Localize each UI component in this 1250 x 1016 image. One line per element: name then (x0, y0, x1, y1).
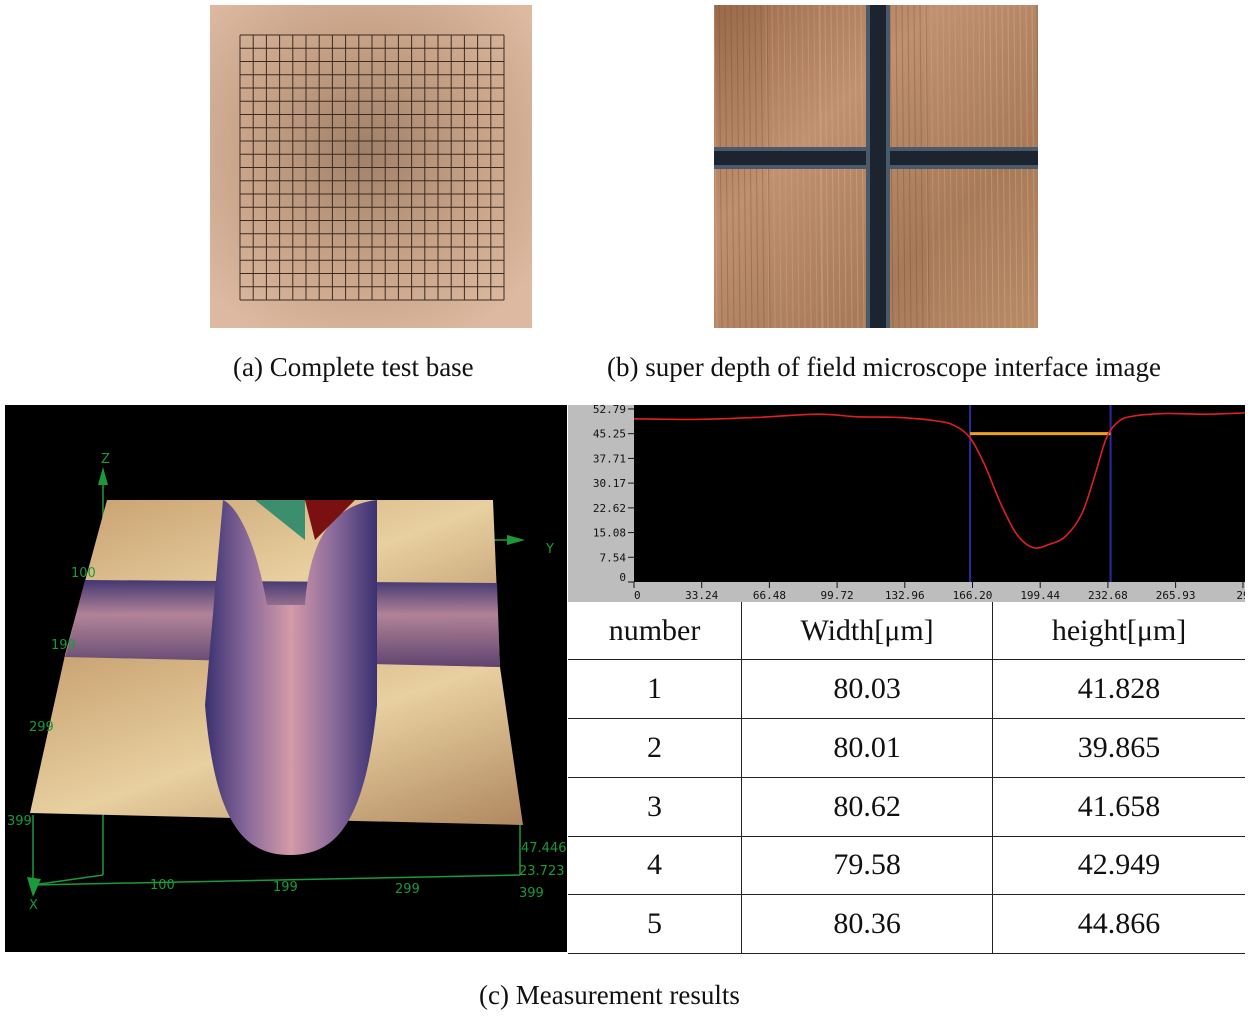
cell-height: 44.866 (992, 894, 1245, 954)
tick-y3d-3: 399 (7, 814, 32, 829)
cell-number: 1 (568, 659, 743, 720)
axis-y-label: Y (545, 542, 554, 557)
x-tick-label: 29 (1236, 589, 1245, 602)
y-tick-label: 22.62 (593, 502, 626, 515)
axis-z-label: Z (101, 452, 110, 467)
cell-number: 2 (568, 718, 743, 778)
y-tick-label: 0 (619, 571, 626, 584)
cell-height: 41.658 (992, 776, 1245, 837)
test-base-photo (210, 5, 532, 328)
cell-width: 79.58 (741, 835, 994, 896)
tick-x3d-0: 100 (150, 878, 175, 893)
caption-b: (b) super depth of field microscope inte… (607, 352, 1162, 382)
cell-width: 80.62 (741, 776, 994, 837)
col-header-number: number (568, 602, 743, 661)
table-row: 3 80.62 41.658 (568, 776, 1245, 837)
x-tick-label: 166.20 (953, 589, 993, 602)
microscope-image (714, 5, 1038, 328)
col-header-width: Width[μm] (741, 602, 994, 661)
table-row: 4 79.58 42.949 (568, 835, 1245, 896)
y-tick-label: 52.79 (593, 405, 626, 416)
y-tick-label: 45.25 (593, 428, 626, 441)
depth-profile-chart: 52.79 45.25 37.71 30.17 22.62 15.08 7.54 0 0 33.… (568, 405, 1245, 602)
x-tick-label: 199.44 (1020, 589, 1060, 602)
caption-c: (c) Measurement results (479, 980, 740, 1010)
tick-y3d-2: 299 (29, 720, 54, 735)
col-header-height: height[μm] (992, 602, 1245, 661)
x-tick-label: 232.68 (1088, 589, 1128, 602)
caption-a: (a) Complete test base (233, 352, 474, 382)
x-tick-label: 66.48 (753, 589, 786, 602)
cell-height: 39.865 (992, 718, 1245, 778)
tick-x3d-2: 299 (395, 882, 420, 897)
cell-height: 42.949 (992, 835, 1245, 896)
table-row: 2 80.01 39.865 (568, 718, 1245, 778)
y-tick-label: 15.08 (593, 527, 626, 540)
cell-width: 80.36 (741, 894, 994, 954)
table-row: 5 80.36 44.866 (568, 894, 1245, 954)
cell-number: 4 (568, 835, 743, 896)
tick-y3d-0: 100 (71, 566, 96, 581)
x-tick-label: 0 (634, 589, 641, 602)
tick-z3d-1: 23.723 (519, 864, 565, 879)
x-tick-label: 132.96 (885, 589, 925, 602)
cell-width: 80.01 (741, 718, 994, 778)
x-tick-label: 265.93 (1156, 589, 1196, 602)
tick-x3d-1: 199 (273, 880, 298, 895)
profile-line (633, 412, 1245, 549)
cell-height: 41.828 (992, 659, 1245, 720)
table-row: 1 80.03 41.828 (568, 659, 1245, 720)
x-tick-label: 33.24 (685, 589, 718, 602)
tick-y3d-1: 199 (51, 638, 76, 653)
tick-x3d-3: 399 (519, 886, 544, 901)
surface-3d-view: Z Y X 100 199 299 399 100 199 299 399 47… (5, 405, 567, 952)
y-tick-label: 7.54 (600, 551, 627, 564)
tick-z3d-0: 47.446 (521, 841, 567, 856)
axis-x-label: X (29, 898, 38, 913)
plot-area (634, 405, 1245, 582)
cell-number: 3 (568, 776, 743, 837)
y-tick-label: 37.71 (593, 452, 626, 465)
results-table: number Width[μm] height[μm] 1 80.03 41.8… (568, 602, 1245, 954)
y-tick-label: 30.17 (593, 477, 626, 490)
x-tick-label: 99.72 (821, 589, 854, 602)
table-header-row: number Width[μm] height[μm] (568, 602, 1245, 661)
cell-number: 5 (568, 894, 743, 954)
cell-width: 80.03 (741, 659, 994, 720)
